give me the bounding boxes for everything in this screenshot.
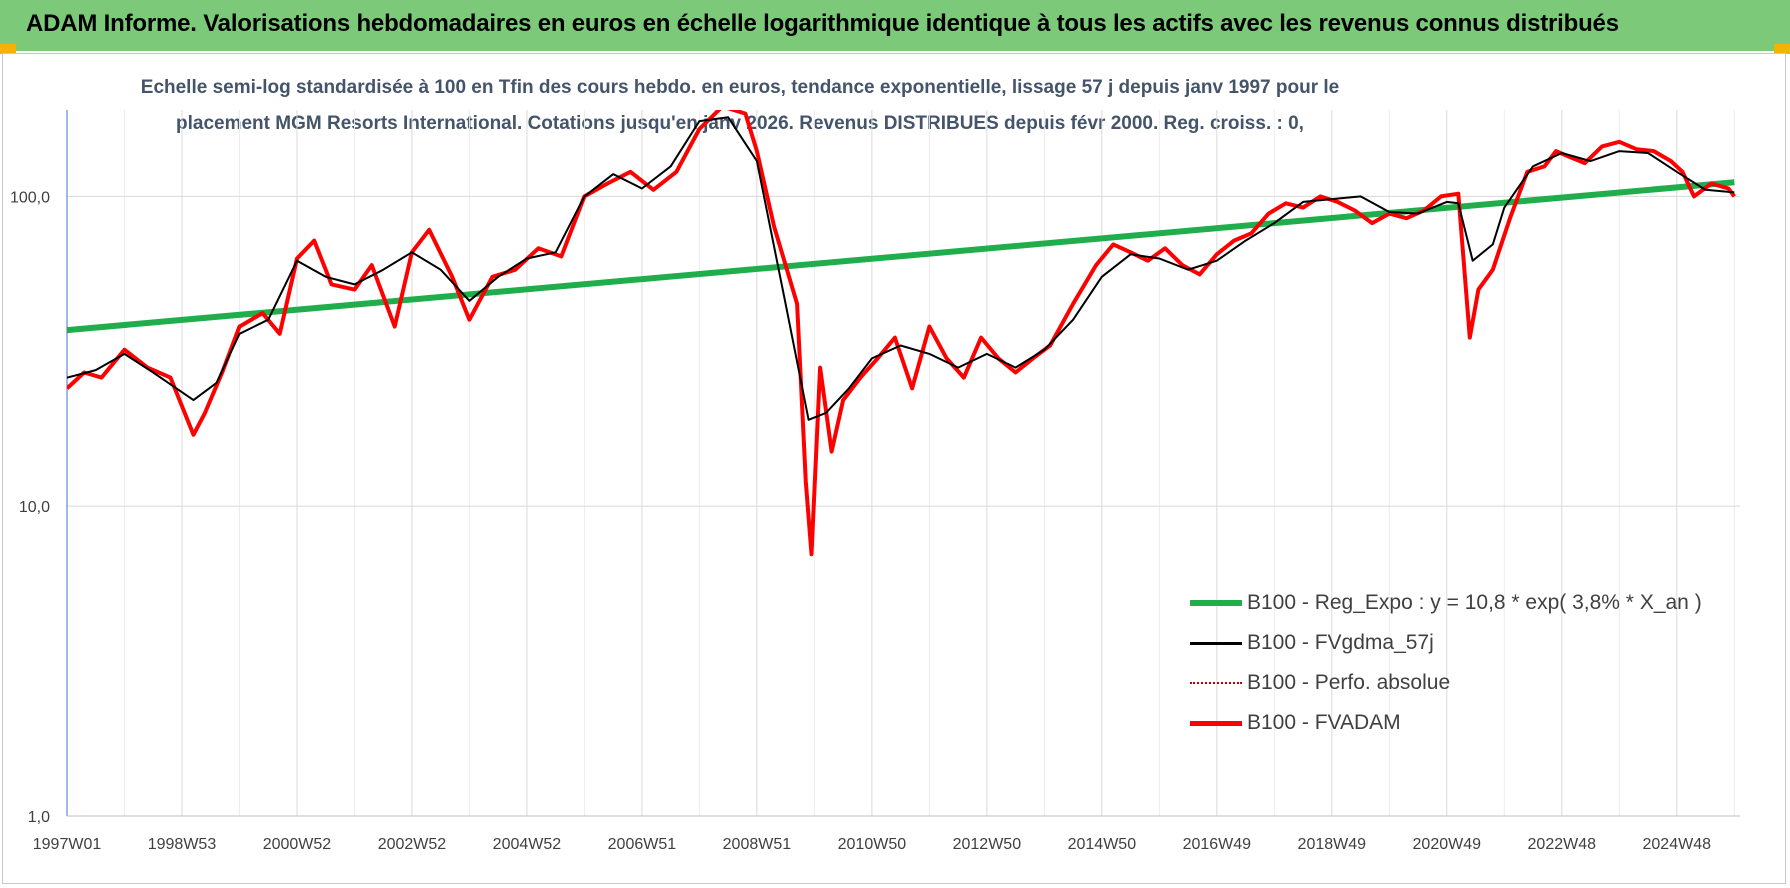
- legend-swatch-smoothed: [1190, 642, 1242, 645]
- corner-marker-left: [0, 44, 16, 54]
- legend-label-regression: B100 - Reg_Expo : y = 10,8 * exp( 3,8% *…: [1247, 591, 1702, 614]
- banner-title: ADAM Informe. Valorisations hebdomadaire…: [26, 10, 1619, 37]
- legend-swatch-fvadam: [1190, 721, 1242, 726]
- x-tick-label: 2004W52: [493, 836, 562, 853]
- x-tick-label: 2006W51: [608, 836, 677, 853]
- chart-frame: [2, 53, 1786, 884]
- corner-marker-right: [1774, 44, 1790, 54]
- y-tick-label: 100,0: [10, 189, 50, 206]
- x-tick-label: 1997W01: [33, 836, 102, 853]
- legend-item-fvadam: B100 - FVADAM: [1190, 708, 1690, 738]
- y-tick-label: 10,0: [19, 499, 50, 516]
- legend-swatch-absolute: [1190, 682, 1242, 684]
- x-tick-label: 2008W51: [723, 836, 792, 853]
- series-regression-line: [67, 179, 1735, 334]
- legend-label-fvadam: B100 - FVADAM: [1247, 711, 1401, 734]
- series-fvadam-line: [67, 110, 1736, 557]
- legend-item-absolute: B100 - Perfo. absolue: [1190, 668, 1690, 698]
- x-tick-label: 1998W53: [148, 836, 217, 853]
- x-tick-label: 2002W52: [378, 836, 447, 853]
- x-tick-label: 2000W52: [263, 836, 332, 853]
- legend-label-smoothed: B100 - FVgdma_57j: [1247, 631, 1434, 654]
- title-banner: ADAM Informe. Valorisations hebdomadaire…: [0, 0, 1790, 51]
- chart-title-line2: placement MGM Resorts International. Cot…: [176, 113, 1304, 134]
- y-tick-label: 1,0: [28, 809, 50, 826]
- series-smoothed-line: [67, 116, 1735, 421]
- legend-item-regression: B100 - Reg_Expo : y = 10,8 * exp( 3,8% *…: [1190, 588, 1702, 618]
- series-absolute-line: [67, 110, 1735, 555]
- x-tick-label: 2010W50: [838, 836, 907, 853]
- legend-swatch-regression: [1190, 600, 1242, 606]
- x-tick-label: 2020W49: [1413, 836, 1482, 853]
- chart-title-line1: Echelle semi-log standardisée à 100 en T…: [140, 77, 1340, 98]
- legend-label-absolute: B100 - Perfo. absolue: [1247, 671, 1451, 694]
- x-tick-label: 2024W48: [1643, 836, 1712, 853]
- x-tick-label: 2022W48: [1528, 836, 1597, 853]
- x-tick-label: 2018W49: [1298, 836, 1367, 853]
- legend-item-smoothed: B100 - FVgdma_57j: [1190, 628, 1690, 658]
- x-tick-label: 2012W50: [953, 836, 1022, 853]
- x-tick-label: 2016W49: [1183, 836, 1252, 853]
- x-tick-label: 2014W50: [1068, 836, 1137, 853]
